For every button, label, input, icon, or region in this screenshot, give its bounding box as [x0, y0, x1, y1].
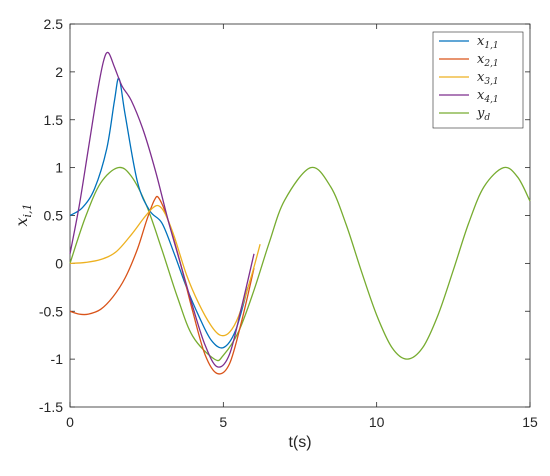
y-tick-label: 2.5 — [44, 16, 64, 32]
legend-label-sub: 3,1 — [484, 77, 498, 87]
legend-label: x4,1 — [477, 88, 499, 105]
legend-label-main: x — [477, 88, 485, 103]
legend-label: yd — [476, 106, 490, 123]
y-tick-label: 2 — [55, 64, 63, 80]
y-tick-label: 0 — [55, 255, 63, 271]
x-tick-label: 15 — [522, 414, 538, 430]
series-line-x-4,1 — [69, 51, 255, 368]
y-tick-label: 1 — [55, 160, 63, 176]
legend-label: x3,1 — [477, 70, 499, 87]
legend-label: x1,1 — [477, 34, 499, 51]
legend-box — [432, 31, 524, 129]
legend-label-main: y — [476, 106, 485, 121]
axis-ticks: 0 5 10 15 -1.5 -1 -0.5 0 0.5 1 1.5 2 2.5 — [39, 16, 538, 430]
x-tick-label: 5 — [219, 414, 227, 430]
legend-label-main: x — [477, 52, 485, 67]
y-tick-label: -0.5 — [39, 303, 63, 319]
y-axis-title-main: x — [12, 217, 31, 226]
x-tick-label: 0 — [66, 414, 74, 430]
legend-label-main: x — [477, 70, 485, 85]
series-layer — [69, 51, 531, 375]
legend-label-sub: d — [484, 113, 490, 123]
legend-label-main: x — [477, 34, 485, 49]
y-tick-label: 0.5 — [44, 208, 64, 224]
y-tick-label: -1 — [51, 351, 64, 367]
series-line-x-2,1 — [69, 195, 255, 375]
legend-label-sub: 1,1 — [484, 41, 498, 51]
x-axis-title: t(s) — [288, 434, 311, 451]
y-axis-title-sub: i,1 — [21, 203, 34, 217]
x-tick-label: 10 — [369, 414, 385, 430]
y-tick-label: -1.5 — [39, 399, 63, 415]
legend-label-sub: 2,1 — [483, 59, 498, 69]
legend-label: x2,1 — [477, 52, 499, 69]
y-tick-label: 1.5 — [44, 112, 64, 128]
y-axis-title: xi,1 — [12, 203, 34, 226]
legend: x1,1x2,1x3,1x4,1yd — [432, 31, 524, 129]
legend-label-sub: 4,1 — [483, 95, 498, 105]
